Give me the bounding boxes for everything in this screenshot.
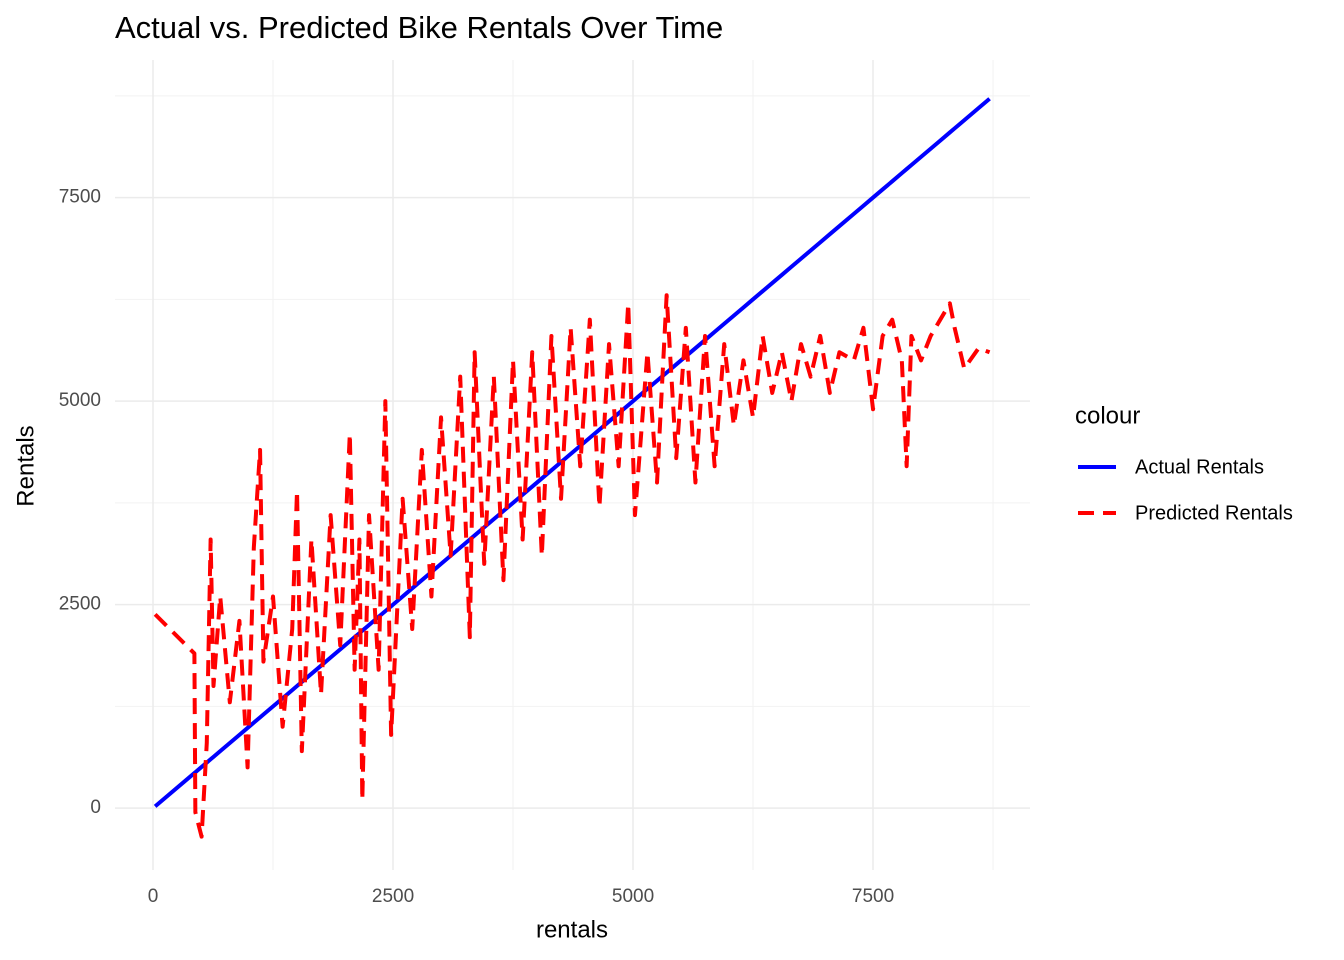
chart-title: Actual vs. Predicted Bike Rentals Over T… (115, 10, 723, 45)
legend-label: Actual Rentals (1135, 456, 1264, 478)
x-tick-label: 2500 (372, 886, 414, 907)
y-tick-label: 5000 (59, 390, 101, 411)
legend-label: Predicted Rentals (1135, 502, 1293, 524)
x-axis-label: rentals (536, 916, 608, 943)
y-tick-label: 2500 (59, 594, 101, 615)
x-tick-label: 0 (148, 886, 159, 907)
y-tick-label: 0 (90, 797, 101, 818)
y-axis-label: Rentals (12, 425, 39, 506)
y-tick-label: 7500 (59, 187, 101, 208)
x-tick-label: 7500 (852, 886, 894, 907)
x-tick-label: 5000 (612, 886, 654, 907)
series-line (153, 293, 991, 839)
legend-title: colour (1075, 402, 1140, 429)
